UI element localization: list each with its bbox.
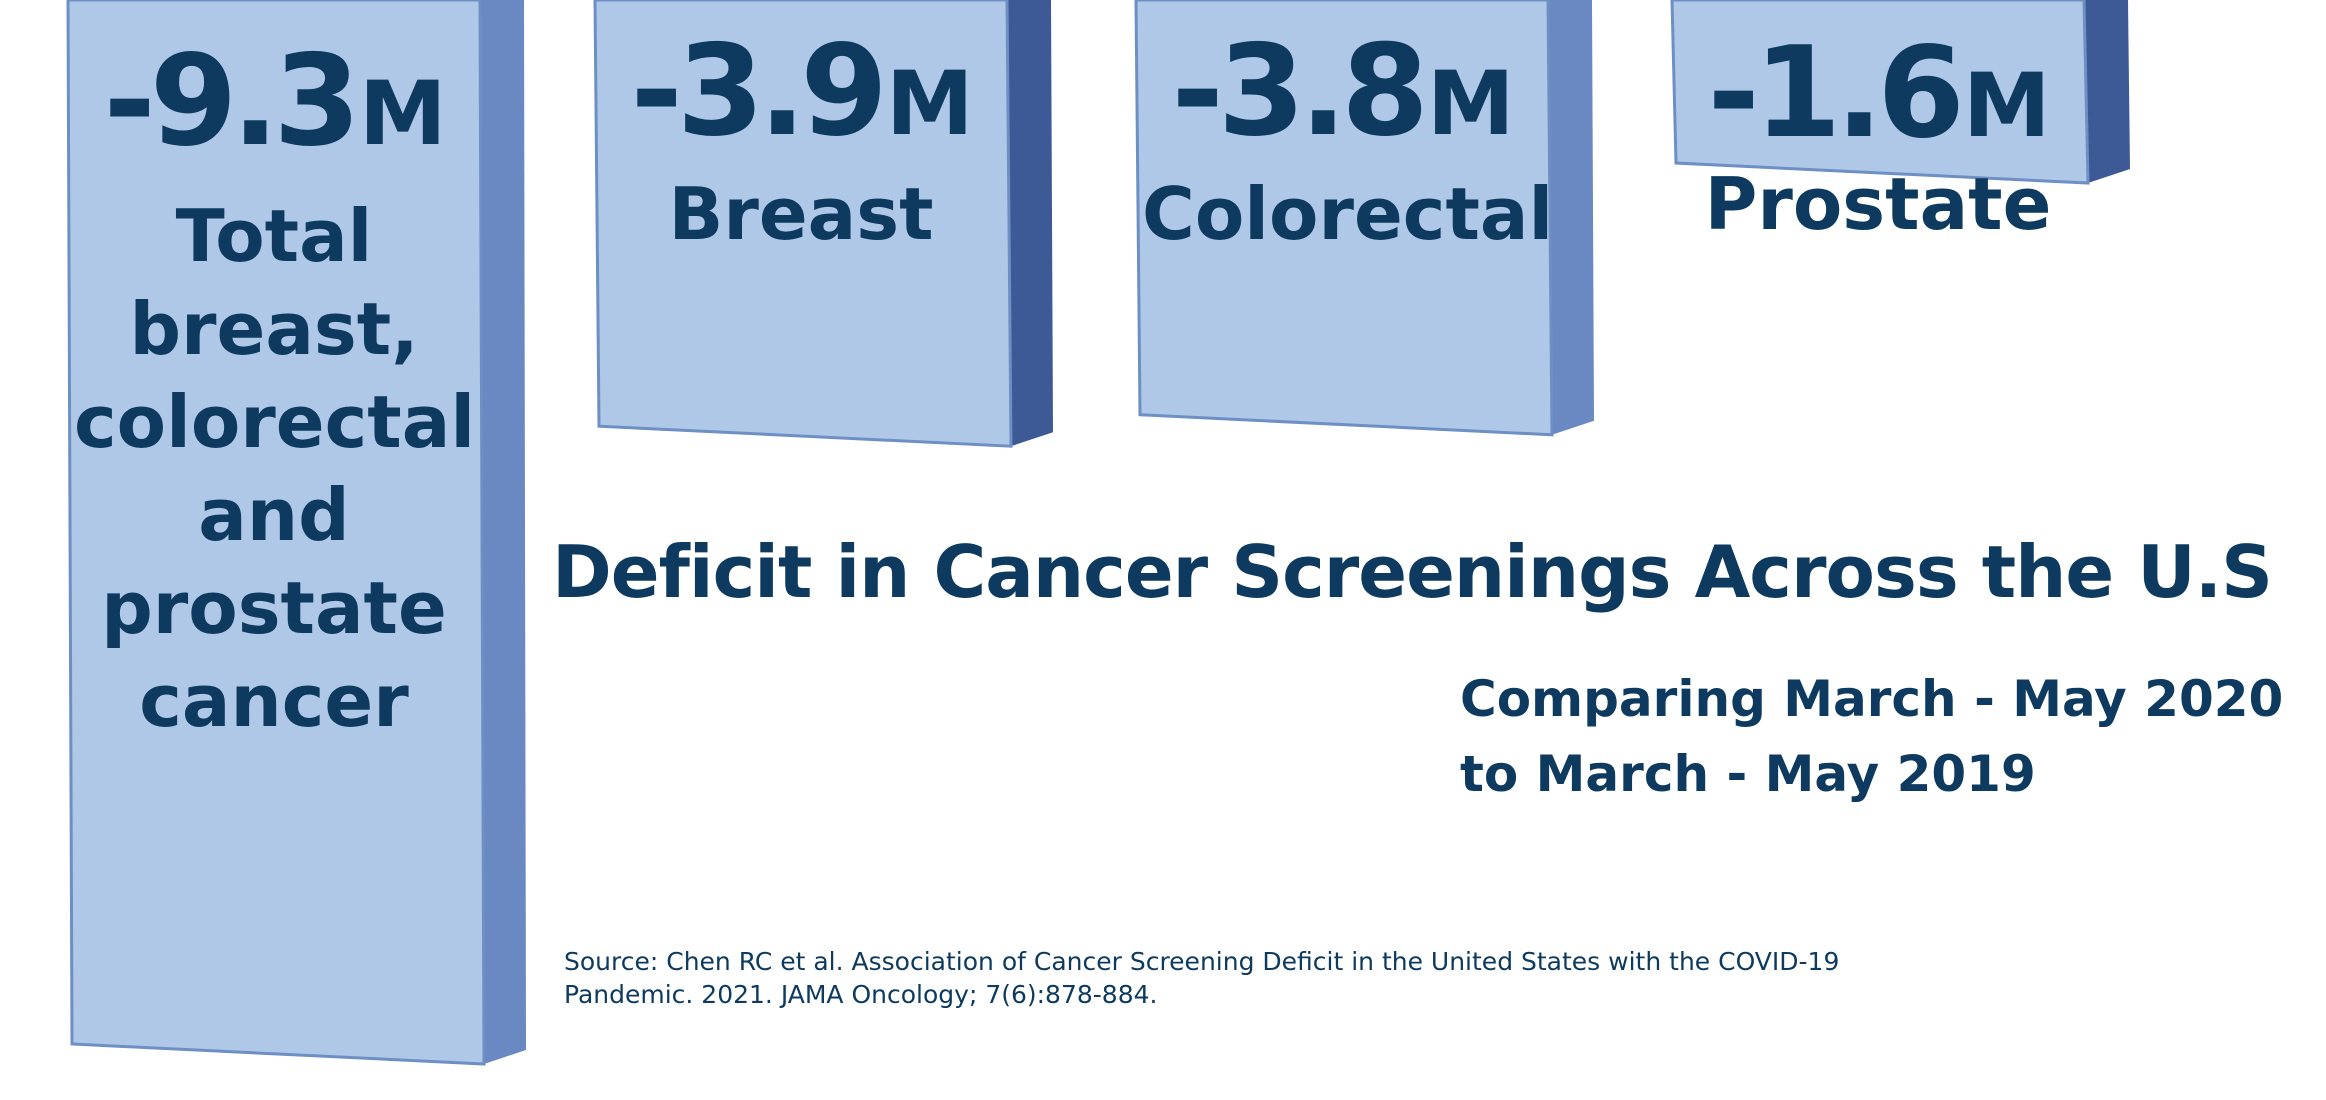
bar-2: [593, 0, 1053, 448]
category-line: and: [198, 473, 350, 557]
bar-value-label: -9.3M: [74, 38, 474, 164]
subtitle-line: to March - May 2019: [1460, 745, 2036, 803]
category-line: prostate: [101, 566, 447, 650]
bar-text-3: -3.8M Colorectal: [1142, 28, 1554, 261]
bar-value-label: -1.6M: [1678, 30, 2078, 156]
bar-category-label: Colorectal: [1142, 168, 1554, 261]
source-line: Source: Chen RC et al. Association of Ca…: [564, 947, 1840, 976]
category-line: colorectal: [74, 380, 475, 464]
bar-1: [66, 0, 526, 1066]
category-line: Total: [175, 194, 373, 278]
bar-side: [1007, 0, 1053, 447]
category-line: cancer: [139, 659, 409, 743]
bar-face: [593, 0, 1013, 448]
bar-text-2: -3.9M Breast: [601, 28, 1001, 261]
bar-text-4: -1.6M Prostate: [1678, 30, 2078, 251]
bar-value-label: -3.8M: [1142, 28, 1542, 154]
value-number: -3.9: [630, 17, 888, 164]
bar-side: [480, 0, 526, 1064]
bar-side: [2084, 0, 2130, 184]
bar-side: [1548, 0, 1594, 435]
chart-title: Deficit in Cancer Screenings Across the …: [552, 530, 2273, 614]
bar-4: [1670, 0, 2130, 185]
bar-face: [1670, 0, 2090, 185]
bar-face: [66, 0, 486, 1066]
category-line: Prostate: [1704, 162, 2052, 246]
chart-subtitle: Comparing March - May 2020 to March - Ma…: [1460, 662, 2283, 812]
value-unit: M: [358, 62, 447, 165]
category-line: Colorectal: [1142, 172, 1554, 256]
value-unit: M: [1426, 52, 1515, 155]
value-number: -9.3: [103, 27, 361, 174]
value-number: -1.6: [1707, 19, 1965, 166]
bar-category-label: Total breast, colorectal and prostate cancer: [74, 190, 475, 748]
source-note: Source: Chen RC et al. Association of Ca…: [564, 945, 1839, 1011]
value-unit: M: [885, 52, 974, 155]
value-number: -3.8: [1171, 17, 1429, 164]
bar-3: [1134, 0, 1594, 437]
bar-face: [1134, 0, 1554, 437]
bar-category-label: Breast: [601, 168, 1001, 261]
source-line: Pandemic. 2021. JAMA Oncology; 7(6):878-…: [564, 980, 1158, 1009]
bar-category-label: Prostate: [1678, 158, 2078, 251]
subtitle-line: Comparing March - May 2020: [1460, 670, 2284, 728]
category-line: breast,: [129, 287, 419, 371]
category-line: Breast: [668, 172, 934, 256]
bar-text-1: -9.3M Total breast, colorectal and prostate ca…: [74, 38, 475, 748]
value-unit: M: [1962, 54, 2051, 157]
bar-value-label: -3.9M: [601, 28, 1001, 154]
